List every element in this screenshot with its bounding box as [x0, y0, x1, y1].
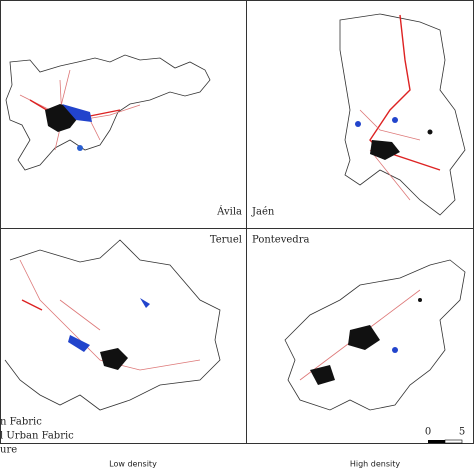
panel-label: Pontevedra [252, 235, 309, 246]
pontevedra-map [284, 259, 466, 411]
teruel-map [4, 239, 221, 411]
avila-map [5, 54, 211, 171]
panel-frame [246, 0, 474, 229]
legend-item: n Fabric [0, 417, 42, 428]
scale-bar [428, 439, 463, 444]
caption: High density [350, 460, 401, 469]
scale-label: 5 [459, 427, 465, 438]
jaen-map [339, 13, 466, 216]
panel-frame [0, 0, 247, 229]
panel-label: Jaén [251, 207, 275, 218]
panel-frame [0, 228, 247, 444]
legend-item: l Urban Fabric [0, 431, 74, 442]
panel-label: Ávila [216, 206, 242, 218]
caption: Low density [109, 460, 157, 469]
scale-label: 0 [425, 427, 431, 438]
panel-label: Teruel [210, 235, 242, 246]
legend-item: ure [0, 445, 17, 456]
